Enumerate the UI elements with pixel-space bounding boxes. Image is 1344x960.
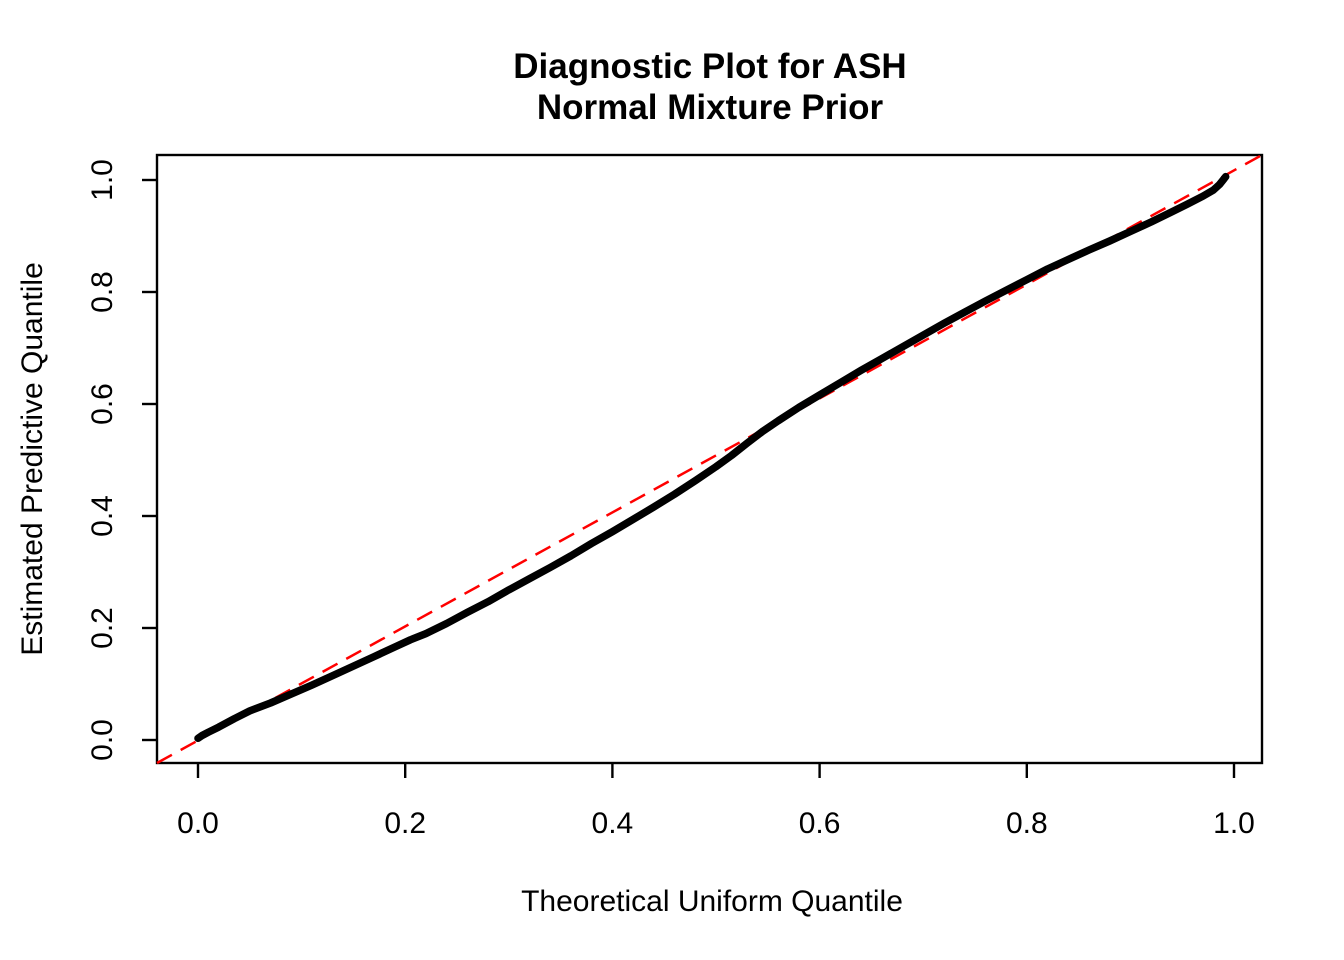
x-tick-label: 0.6 — [799, 807, 841, 840]
y-tick-label: 0.6 — [86, 383, 119, 425]
identity-reference-line — [156, 153, 1263, 765]
x-tick-label: 0.0 — [177, 807, 219, 840]
y-tick-label: 1.0 — [86, 159, 119, 201]
y-axis-label: Estimated Predictive Quantile — [16, 262, 49, 656]
x-tick-label: 0.2 — [384, 807, 426, 840]
chart-title-line1: Diagnostic Plot for ASH — [513, 47, 906, 86]
y-tick-label: 0.2 — [86, 607, 119, 649]
y-tick-label: 0.4 — [86, 495, 119, 537]
qq-curve — [194, 172, 1230, 743]
x-tick-label: 0.4 — [592, 807, 634, 840]
x-axis-ticks: 0.0 0.2 0.4 0.6 0.8 1.0 — [177, 763, 1255, 840]
chart-title-line2: Normal Mixture Prior — [537, 88, 884, 127]
x-tick-label: 0.8 — [1006, 807, 1048, 840]
x-tick-label: 1.0 — [1213, 807, 1255, 840]
y-tick-label: 0.0 — [86, 719, 119, 761]
x-axis-label: Theoretical Uniform Quantile — [521, 885, 903, 918]
y-tick-label: 0.8 — [86, 271, 119, 313]
y-axis-ticks: 0.0 0.2 0.4 0.6 0.8 1.0 — [86, 159, 157, 761]
plot-box — [155, 153, 1264, 765]
